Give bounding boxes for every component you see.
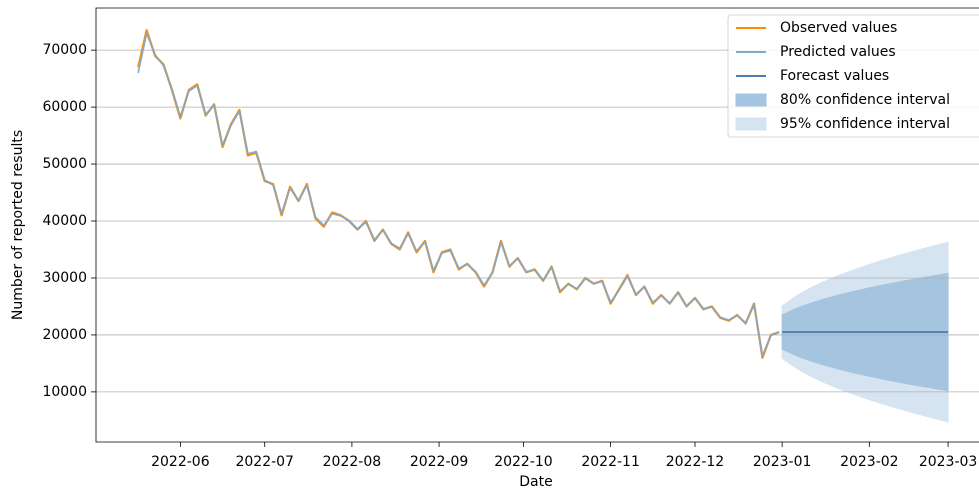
x-tick-label: 2022-10 <box>494 454 553 470</box>
axes-frame <box>95 7 979 443</box>
y-tick-label: 20000 <box>42 327 87 343</box>
y-tick-label: 70000 <box>42 42 87 58</box>
x-tick-label: 2022-09 <box>410 454 469 470</box>
y-tick-label: 10000 <box>42 384 87 400</box>
x-tick-label: 2023-02 <box>840 454 899 470</box>
x-tick-label: 2022-11 <box>581 454 640 470</box>
x-axis-label: Date <box>519 474 552 490</box>
legend-swatch <box>735 93 767 107</box>
series-line <box>137 29 780 359</box>
x-tick-label: 2022-12 <box>666 454 725 470</box>
y-axis-label: Number of reported results <box>10 130 26 320</box>
legend-label: Forecast values <box>780 68 889 84</box>
legend-box <box>727 14 979 138</box>
x-tick-label: 2022-07 <box>235 454 294 470</box>
legend-label: 95% confidence interval <box>780 116 950 132</box>
legend-label: Observed values <box>780 20 897 36</box>
y-tick-label: 40000 <box>42 213 87 229</box>
x-tick-label: 2023-01 <box>753 454 812 470</box>
y-tick-label: 60000 <box>42 99 87 115</box>
legend-label: Predicted values <box>780 44 896 60</box>
x-tick-label: 2022-06 <box>151 454 210 470</box>
legend-swatch <box>735 117 767 131</box>
series-line <box>137 32 780 357</box>
x-tick-label: 2023-03 <box>919 454 978 470</box>
legend-label: 80% confidence interval <box>780 92 950 108</box>
y-tick-label: 30000 <box>42 270 87 286</box>
y-tick-label: 50000 <box>42 156 87 172</box>
x-tick-label: 2022-08 <box>323 454 382 470</box>
